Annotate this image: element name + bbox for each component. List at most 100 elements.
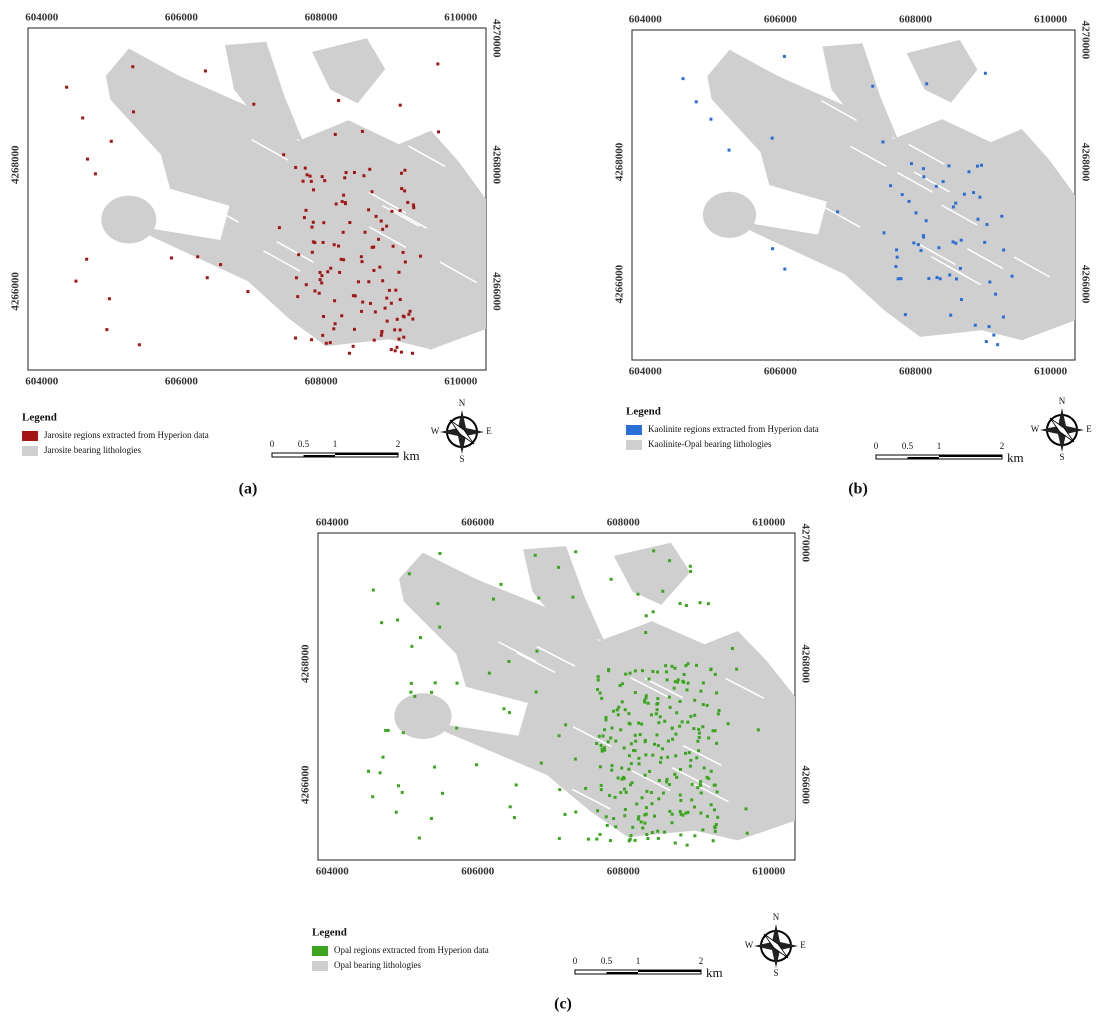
mineral-pixel xyxy=(400,187,404,191)
mineral-pixel xyxy=(396,618,400,622)
mineral-pixel xyxy=(320,281,324,285)
mineral-pixel xyxy=(433,681,437,685)
mineral-pixel xyxy=(74,279,78,283)
lithology xyxy=(822,43,898,139)
scale-bar xyxy=(638,970,701,972)
mineral-pixel xyxy=(695,663,699,667)
mineral-pixel xyxy=(318,270,322,274)
scale-label: 1 xyxy=(636,956,641,966)
mineral-pixel xyxy=(684,664,688,668)
compass-label: S xyxy=(459,454,464,464)
mineral-pixel xyxy=(398,328,402,332)
mineral-pixel xyxy=(370,245,374,249)
mineral-pixel xyxy=(639,820,643,824)
mineral-pixel xyxy=(698,601,702,605)
compass-star xyxy=(763,933,789,959)
mineral-pixel xyxy=(65,85,69,89)
mineral-pixel xyxy=(934,184,938,188)
mineral-pixel xyxy=(684,603,688,607)
mineral-pixel xyxy=(617,705,621,709)
mineral-pixel xyxy=(628,837,632,841)
mineral-pixel xyxy=(706,602,710,606)
mineral-pixel xyxy=(378,771,382,775)
mineral-pixel xyxy=(413,694,417,698)
mineral-pixel xyxy=(608,839,612,843)
mineral-pixel xyxy=(646,701,650,705)
mineral-pixel xyxy=(694,100,698,104)
lithology-streak xyxy=(644,677,684,699)
mineral-pixel xyxy=(992,333,996,337)
mineral-pixel xyxy=(672,686,676,690)
mineral-pixel xyxy=(659,756,663,760)
mineral-pixel xyxy=(196,255,200,259)
mineral-pixel xyxy=(348,221,352,225)
mineral-pixel xyxy=(688,564,692,568)
mineral-pixel xyxy=(644,806,648,810)
mineral-pixel xyxy=(337,99,341,103)
mineral-pixel xyxy=(903,313,907,317)
legend-swatch xyxy=(312,961,328,971)
mineral-pixel xyxy=(408,309,412,313)
mineral-pixel xyxy=(640,796,644,800)
mineral-pixel xyxy=(597,734,601,738)
lithology-streak xyxy=(725,677,765,699)
compass-label: E xyxy=(800,940,806,950)
x-tick-label: 604000 xyxy=(316,517,350,529)
mineral-pixel xyxy=(697,731,701,735)
lithology xyxy=(707,49,1075,341)
mineral-pixel xyxy=(203,69,207,73)
mineral-pixel xyxy=(699,791,703,795)
mineral-pixel xyxy=(783,267,787,271)
mineral-pixel xyxy=(922,175,926,179)
mineral-pixel xyxy=(713,783,717,787)
y-tick-label: 4270000 xyxy=(490,19,502,58)
mineral-pixel xyxy=(782,54,786,58)
lithology-streak xyxy=(251,138,289,161)
mineral-pixel xyxy=(684,751,688,755)
legend-swatch xyxy=(312,946,328,956)
mineral-pixel xyxy=(334,202,338,206)
mineral-pixel xyxy=(341,230,345,234)
y-tick-label: 4268000 xyxy=(799,645,811,684)
mineral-pixel xyxy=(681,77,685,81)
mineral-pixel xyxy=(646,837,650,841)
mineral-pixel xyxy=(499,582,503,586)
mineral-pixel xyxy=(616,776,620,780)
mineral-pixel xyxy=(631,825,635,829)
mineral-pixel xyxy=(219,263,223,267)
mineral-pixel xyxy=(678,724,682,728)
legend-label: Kaolinite-Opal bearing lithologies xyxy=(648,439,772,449)
mineral-pixel xyxy=(919,249,923,253)
mineral-pixel xyxy=(391,244,395,248)
scale-label: 1 xyxy=(937,441,942,451)
mineral-pixel xyxy=(652,549,656,553)
mineral-pixel xyxy=(673,680,677,684)
mineral-pixel xyxy=(615,708,619,712)
mineral-pixel xyxy=(282,153,286,157)
mineral-pixel xyxy=(687,751,691,755)
mineral-pixel xyxy=(395,317,399,321)
mineral-pixel xyxy=(756,728,760,732)
mineral-pixel xyxy=(899,277,903,281)
mineral-pixel xyxy=(693,698,697,702)
mineral-pixel xyxy=(599,743,603,747)
mineral-pixel xyxy=(658,715,662,719)
mineral-pixel xyxy=(371,795,375,799)
scale-bar xyxy=(606,972,638,974)
lithology-streak xyxy=(945,264,982,286)
mineral-pixel xyxy=(730,647,734,651)
mineral-pixel xyxy=(620,682,624,686)
mineral-pixel xyxy=(438,625,442,629)
mineral-pixel xyxy=(663,830,667,834)
mineral-pixel xyxy=(661,791,665,795)
mineral-pixel xyxy=(308,174,312,178)
compass-label: N xyxy=(459,398,466,408)
scale-label: 0 xyxy=(573,956,578,966)
mineral-pixel xyxy=(637,721,641,725)
legend-swatch xyxy=(22,446,38,456)
mineral-pixel xyxy=(606,740,610,744)
scale-label: 2 xyxy=(1000,441,1005,451)
mineral-pixel xyxy=(393,349,397,353)
mineral-pixel xyxy=(321,240,325,244)
mineral-pixel xyxy=(622,746,626,750)
